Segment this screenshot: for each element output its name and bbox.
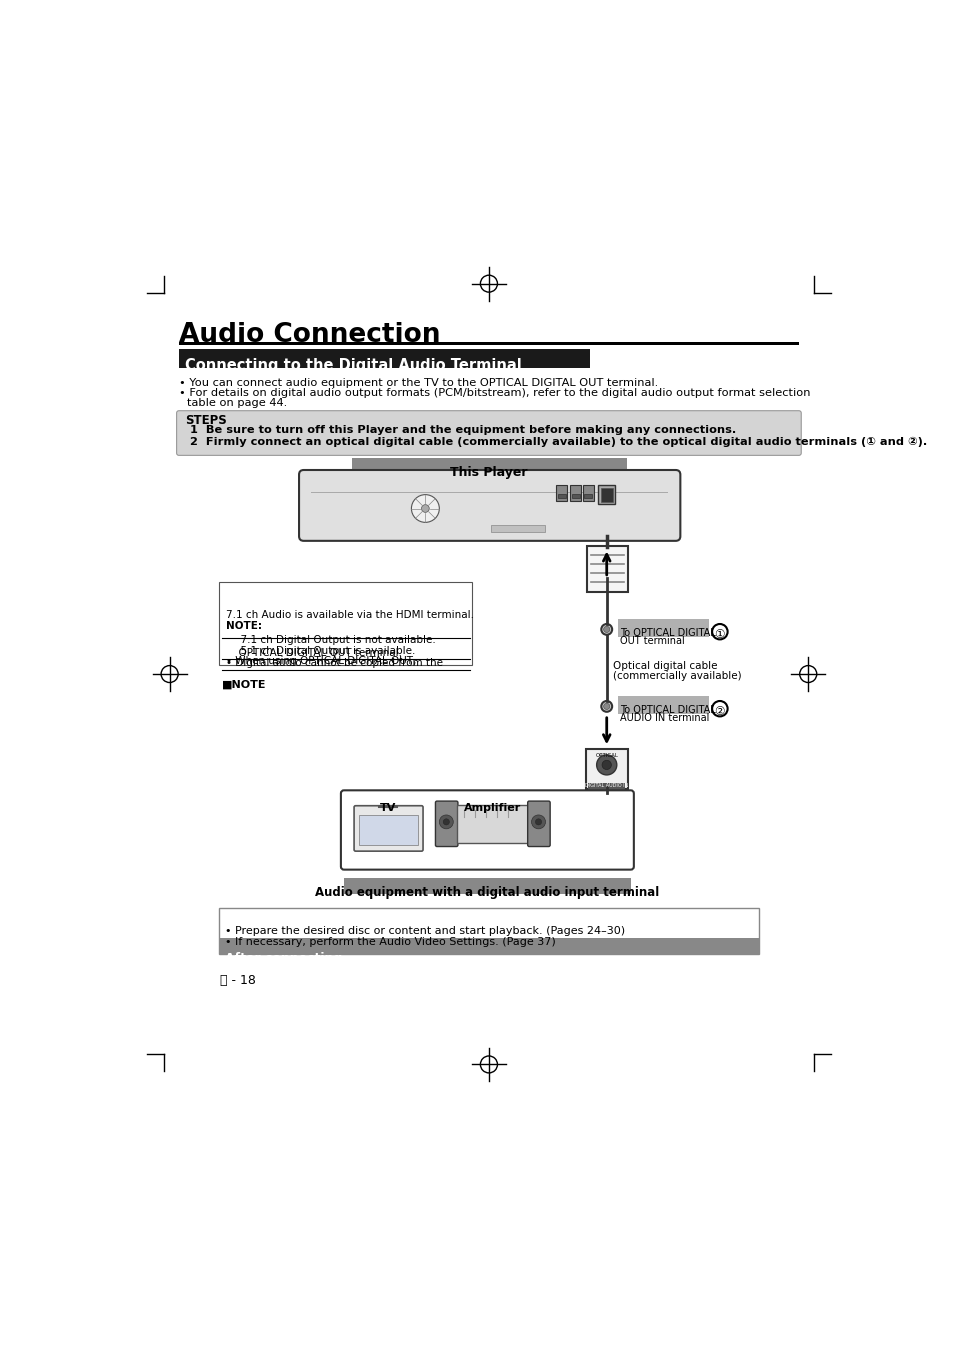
Bar bbox=[179, 350, 589, 367]
Text: • If necessary, perform the Audio Video Settings. (Page 37): • If necessary, perform the Audio Video … bbox=[224, 937, 555, 946]
Text: (commercially available): (commercially available) bbox=[612, 671, 740, 680]
Circle shape bbox=[531, 815, 545, 829]
Text: AUDIO IN terminal: AUDIO IN terminal bbox=[619, 713, 708, 724]
Circle shape bbox=[601, 760, 611, 770]
Circle shape bbox=[711, 701, 727, 717]
Text: 2  Firmly connect an optical digital cable (commercially available) to the optic: 2 Firmly connect an optical digital cabl… bbox=[190, 437, 926, 447]
Circle shape bbox=[596, 755, 617, 775]
Circle shape bbox=[600, 624, 612, 634]
Text: DIGITAL AUDIO IN: DIGITAL AUDIO IN bbox=[584, 783, 628, 788]
Text: • When using OPTICAL DIGITAL OUT,: • When using OPTICAL DIGITAL OUT, bbox=[226, 656, 416, 667]
Bar bbox=[582, 486, 593, 501]
FancyBboxPatch shape bbox=[354, 806, 422, 850]
FancyBboxPatch shape bbox=[176, 410, 801, 455]
Bar bbox=[344, 878, 630, 894]
Bar bbox=[556, 486, 567, 501]
Text: To OPTICAL DIGITAL: To OPTICAL DIGITAL bbox=[619, 628, 715, 637]
Text: STEPS: STEPS bbox=[185, 414, 227, 427]
Text: Connecting to the Digital Audio Terminal: Connecting to the Digital Audio Terminal bbox=[185, 358, 521, 374]
Text: Audio Connection: Audio Connection bbox=[179, 323, 440, 348]
Text: ②: ② bbox=[714, 705, 724, 718]
Text: • Digital audio cannot be copied from the: • Digital audio cannot be copied from th… bbox=[226, 657, 443, 668]
Text: This Player: This Player bbox=[450, 466, 527, 479]
Bar bbox=[491, 525, 545, 532]
Text: ■NOTE: ■NOTE bbox=[221, 679, 266, 690]
Text: 5.1 ch Digital Output is available.: 5.1 ch Digital Output is available. bbox=[233, 645, 415, 656]
FancyBboxPatch shape bbox=[298, 470, 679, 541]
Text: 1  Be sure to turn off this Player and the equipment before making any connectio: 1 Be sure to turn off this Player and th… bbox=[190, 425, 736, 435]
Text: Amplifier: Amplifier bbox=[464, 803, 521, 814]
Text: 7.1 ch Digital Output is not available.: 7.1 ch Digital Output is not available. bbox=[233, 634, 436, 645]
Bar bbox=[571, 494, 579, 498]
Text: OPTICAL DIGITAL OUT terminal.: OPTICAL DIGITAL OUT terminal. bbox=[233, 648, 402, 657]
Bar bbox=[587, 783, 624, 790]
Circle shape bbox=[411, 494, 439, 522]
Text: OPTICAL: OPTICAL bbox=[595, 753, 618, 759]
Circle shape bbox=[603, 703, 609, 710]
Bar bbox=[598, 486, 615, 504]
Bar bbox=[617, 695, 708, 714]
Text: OUT terminal: OUT terminal bbox=[619, 636, 684, 647]
FancyBboxPatch shape bbox=[219, 909, 759, 954]
Text: • Prepare the desired disc or content and start playback. (Pages 24–30): • Prepare the desired disc or content an… bbox=[224, 926, 624, 936]
Text: After connecting: After connecting bbox=[224, 952, 341, 965]
Circle shape bbox=[603, 626, 609, 632]
FancyBboxPatch shape bbox=[435, 801, 457, 846]
Text: ⓖ - 18: ⓖ - 18 bbox=[220, 975, 255, 987]
Bar bbox=[617, 618, 708, 637]
Circle shape bbox=[421, 505, 429, 513]
Bar bbox=[583, 494, 592, 498]
FancyBboxPatch shape bbox=[527, 801, 550, 846]
Text: • You can connect audio equipment or the TV to the OPTICAL DIGITAL OUT terminal.: • You can connect audio equipment or the… bbox=[179, 378, 658, 387]
Bar bbox=[359, 815, 417, 845]
Circle shape bbox=[439, 815, 453, 829]
Text: TV: TV bbox=[379, 803, 395, 814]
Text: table on page 44.: table on page 44. bbox=[187, 398, 288, 409]
Bar bbox=[311, 491, 667, 493]
FancyBboxPatch shape bbox=[587, 547, 627, 593]
Circle shape bbox=[711, 624, 727, 640]
Text: ①: ① bbox=[714, 628, 724, 641]
Bar bbox=[220, 938, 758, 953]
FancyBboxPatch shape bbox=[340, 790, 633, 869]
FancyBboxPatch shape bbox=[585, 749, 627, 788]
Bar bbox=[179, 342, 798, 346]
FancyBboxPatch shape bbox=[456, 805, 528, 844]
Text: Optical digital cable: Optical digital cable bbox=[612, 662, 717, 671]
Circle shape bbox=[600, 701, 612, 711]
Bar bbox=[558, 494, 565, 498]
Text: • For details on digital audio output formats (PCM/bitstream), refer to the digi: • For details on digital audio output fo… bbox=[179, 389, 810, 398]
Text: To OPTICAL DIGITAL: To OPTICAL DIGITAL bbox=[619, 705, 715, 716]
Text: 7.1 ch Audio is available via the HDMI terminal.: 7.1 ch Audio is available via the HDMI t… bbox=[226, 610, 474, 620]
Bar bbox=[599, 487, 612, 502]
Circle shape bbox=[443, 819, 449, 825]
Bar bbox=[570, 486, 580, 501]
Text: Audio equipment with a digital audio input terminal: Audio equipment with a digital audio inp… bbox=[314, 886, 659, 899]
Bar bbox=[352, 458, 626, 472]
Text: NOTE:: NOTE: bbox=[226, 621, 262, 630]
Circle shape bbox=[535, 819, 541, 825]
FancyBboxPatch shape bbox=[219, 582, 472, 664]
